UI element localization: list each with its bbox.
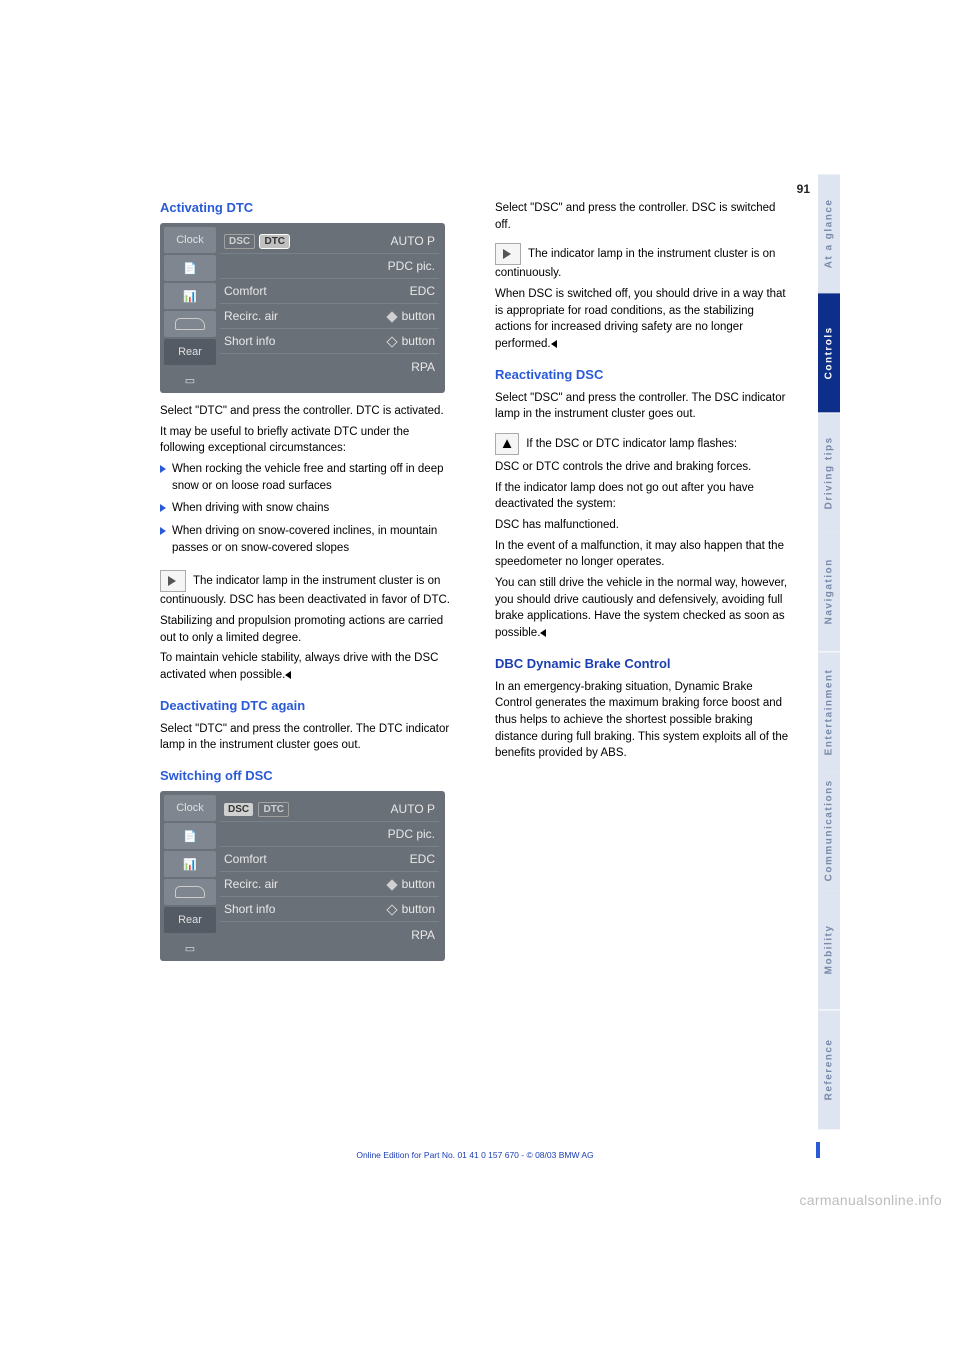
heading-deactivating-dtc: Deactivating DTC again bbox=[160, 698, 455, 713]
screen-row-3: Recirc. air button bbox=[220, 872, 439, 897]
para: Stabilizing and propulsion promoting act… bbox=[160, 613, 455, 646]
screen-side-icon1: 📄 bbox=[164, 823, 216, 849]
dsc-badge: DSC bbox=[224, 803, 253, 816]
heading-switching-off-dsc: Switching off DSC bbox=[160, 768, 455, 783]
tab-communications[interactable]: Communications bbox=[818, 771, 840, 890]
bullet-3: When driving on snow-covered inclines, i… bbox=[160, 523, 455, 560]
para: When DSC is switched off, you should dri… bbox=[495, 286, 790, 353]
screen-side-rear: Rear bbox=[164, 339, 216, 365]
bullet-text: When driving on snow-covered inclines, i… bbox=[172, 523, 455, 556]
dsc-badge: DSC bbox=[224, 234, 255, 249]
screen-row-0: DSC DTC AUTO P bbox=[220, 229, 439, 254]
screen-row-1: PDC pic. bbox=[220, 254, 439, 279]
section-tabs: At a glance Controls Driving tips Naviga… bbox=[818, 174, 840, 1129]
bullet-text: When rocking the vehicle free and starti… bbox=[172, 461, 455, 494]
tab-driving-tips[interactable]: Driving tips bbox=[818, 413, 840, 532]
screen-side-icon2: 📊 bbox=[164, 851, 216, 877]
idrive-screen-dsc: Clock 📄 📊 Rear ▭ DSC DTC AUTO P bbox=[160, 791, 445, 961]
screen-side-clock: Clock bbox=[164, 227, 216, 253]
screen-row-0: DSC DTC AUTO P bbox=[220, 797, 439, 822]
screen-row-4: Short info button bbox=[220, 897, 439, 922]
para: DSC or DTC controls the drive and brakin… bbox=[495, 459, 790, 476]
end-marker-icon bbox=[551, 340, 557, 348]
triangle-icon bbox=[160, 527, 166, 535]
tab-at-a-glance[interactable]: At a glance bbox=[818, 174, 840, 293]
heading-reactivating-dsc: Reactivating DSC bbox=[495, 367, 790, 382]
indicator-lamp-icon bbox=[495, 243, 521, 265]
indicator-lamp-icon bbox=[160, 570, 186, 592]
screen-row-right: AUTO P bbox=[391, 802, 435, 816]
para: If the indicator lamp does not go out af… bbox=[495, 480, 790, 513]
dtc-badge: DTC bbox=[260, 235, 289, 248]
watermark: carmanualsonline.info bbox=[800, 1192, 943, 1208]
right-column: Select "DSC" and press the controller. D… bbox=[495, 200, 790, 766]
tab-mobility[interactable]: Mobility bbox=[818, 890, 840, 1009]
tab-entertainment[interactable]: Entertainment bbox=[818, 652, 840, 771]
para: The indicator lamp in the instrument clu… bbox=[160, 570, 455, 609]
para: The indicator lamp in the instrument clu… bbox=[495, 243, 790, 282]
screen-row-right: AUTO P bbox=[391, 234, 435, 248]
bullet-2: When driving with snow chains bbox=[160, 500, 455, 521]
left-column: Activating DTC Clock 📄 📊 Rear ▭ DSC DTC bbox=[160, 200, 455, 971]
para: DSC has malfunctioned. bbox=[495, 517, 790, 534]
screen-side-icon3: ▭ bbox=[164, 367, 216, 393]
screen-row-3: Recirc. air button bbox=[220, 304, 439, 329]
idrive-screen-dtc: Clock 📄 📊 Rear ▭ DSC DTC AUTO P bbox=[160, 223, 445, 393]
heading-activating-dtc: Activating DTC bbox=[160, 200, 455, 215]
end-marker-icon bbox=[285, 671, 291, 679]
heading-dbc: DBC Dynamic Brake Control bbox=[495, 656, 790, 671]
screen-side-icon3: ▭ bbox=[164, 935, 216, 961]
triangle-icon bbox=[160, 504, 166, 512]
para: You can still drive the vehicle in the n… bbox=[495, 575, 790, 642]
screen-row-4: Short info button bbox=[220, 329, 439, 354]
dtc-badge: DTC bbox=[258, 802, 289, 817]
screen-side-icon1: 📄 bbox=[164, 255, 216, 281]
para: To maintain vehicle stability, always dr… bbox=[160, 650, 455, 683]
screen-row-5: RPA bbox=[220, 354, 439, 379]
para: Select "DSC" and press the controller. T… bbox=[495, 390, 790, 423]
triangle-icon bbox=[160, 465, 166, 473]
screen-side-icon2: 📊 bbox=[164, 283, 216, 309]
screen-row-5: RPA bbox=[220, 922, 439, 947]
page-marker bbox=[816, 1142, 820, 1158]
screen-side-car-icon bbox=[164, 311, 216, 337]
para: Select "DTC" and press the controller. D… bbox=[160, 403, 455, 420]
para: In the event of a malfunction, it may al… bbox=[495, 538, 790, 571]
tab-reference[interactable]: Reference bbox=[818, 1010, 840, 1129]
tab-controls[interactable]: Controls bbox=[818, 293, 840, 412]
screen-side-clock: Clock bbox=[164, 795, 216, 821]
page-number: 91 bbox=[797, 182, 810, 196]
bullet-1: When rocking the vehicle free and starti… bbox=[160, 461, 455, 498]
bullet-text: When driving with snow chains bbox=[172, 500, 329, 517]
screen-row-2: ComfortEDC bbox=[220, 847, 439, 872]
screen-row-2: ComfortEDC bbox=[220, 279, 439, 304]
screen-side-car-icon bbox=[164, 879, 216, 905]
footer-text: Online Edition for Part No. 01 41 0 157 … bbox=[160, 1150, 790, 1160]
screen-row-1: PDC pic. bbox=[220, 822, 439, 847]
screen-side-rear: Rear bbox=[164, 907, 216, 933]
para: Select "DTC" and press the controller. T… bbox=[160, 721, 455, 754]
warning-icon: ▲ bbox=[495, 433, 519, 455]
end-marker-icon bbox=[540, 629, 546, 637]
tab-navigation[interactable]: Navigation bbox=[818, 532, 840, 651]
para: In an emergency-braking situation, Dynam… bbox=[495, 679, 790, 762]
para: Select "DSC" and press the controller. D… bbox=[495, 200, 790, 233]
para: It may be useful to briefly activate DTC… bbox=[160, 424, 455, 457]
para: ▲ If the DSC or DTC indicator lamp flash… bbox=[495, 433, 790, 455]
